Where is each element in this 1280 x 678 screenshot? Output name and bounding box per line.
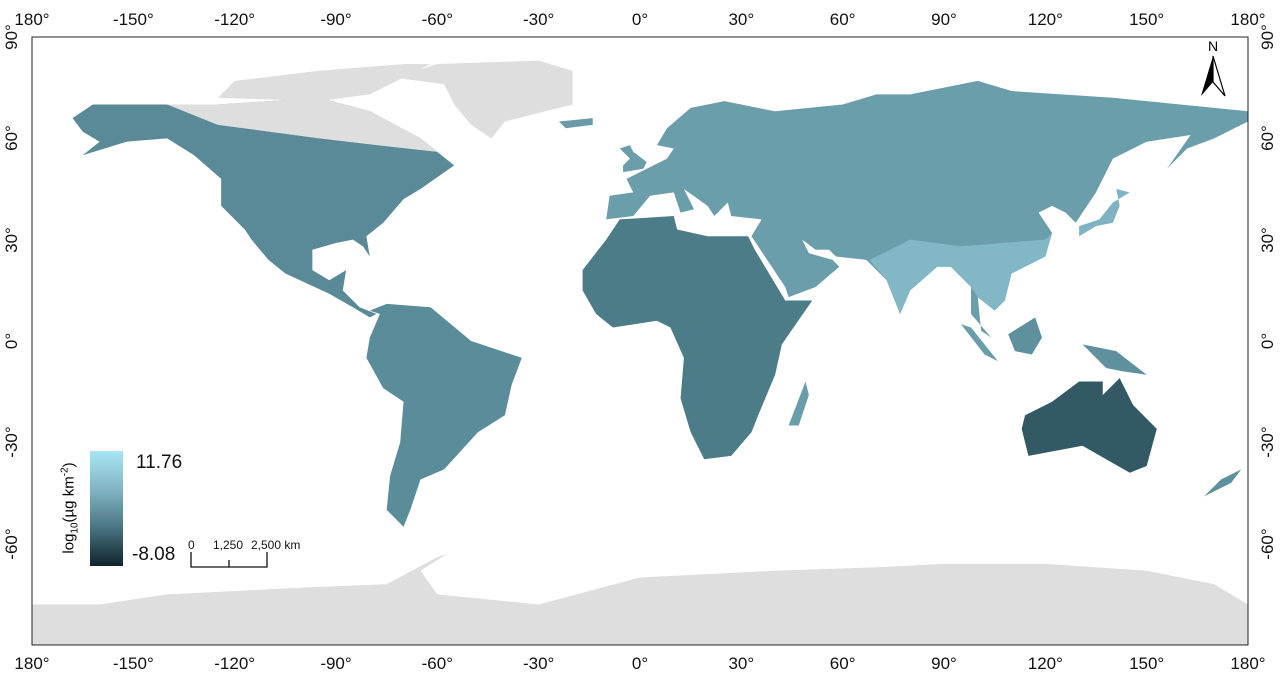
scale-label-2500: 2,500 km	[251, 538, 301, 552]
lat-tick-left: 0°	[2, 332, 21, 350]
legend-max: 11.76	[136, 452, 183, 473]
lon-tick-top: 90°	[931, 10, 957, 29]
lon-tick-bottom: -90°	[320, 654, 352, 673]
lon-tick-bottom: 30°	[728, 654, 755, 673]
lat-tick-right: -30°	[1258, 426, 1277, 459]
lat-tick-left: 30°	[2, 226, 21, 253]
lon-tick-bottom: 120°	[1027, 654, 1063, 673]
lat-tick-right: 30°	[1258, 226, 1277, 253]
legend-title-main: (µg km	[60, 476, 78, 523]
lat-tick-left: -60°	[2, 527, 21, 560]
legend-title: log10(µg km-2)	[60, 462, 81, 553]
lat-tick-left: 90°	[2, 24, 21, 50]
sumatra	[960, 324, 999, 362]
legend-title-end: )	[60, 462, 78, 468]
africa	[582, 216, 813, 460]
lon-tick-top: 180°	[14, 10, 50, 29]
lat-tick-right: 90°	[1258, 24, 1277, 50]
legend-min: -8.08	[132, 544, 176, 565]
lon-tick-top: 120°	[1027, 10, 1063, 29]
legend-title-sub: 10	[69, 522, 81, 534]
north-label: N	[1207, 38, 1219, 54]
northern-canada-no-data	[167, 97, 438, 152]
lon-tick-bottom: 0°	[631, 654, 649, 673]
lon-tick-bottom: -60°	[421, 654, 454, 673]
lon-tick-top: 0°	[631, 10, 649, 29]
lon-tick-top: 180°	[1230, 10, 1266, 29]
scale-label-0: 0	[188, 538, 195, 552]
lon-tick-bottom: -120°	[214, 654, 256, 673]
lon-tick-top: -150°	[112, 10, 154, 29]
lon-tick-bottom: 60°	[829, 654, 856, 673]
japan	[1079, 189, 1130, 237]
lat-tick-left: 60°	[2, 125, 21, 152]
antarctica	[32, 553, 1248, 645]
australia	[1021, 378, 1157, 473]
iceland	[558, 118, 593, 129]
color-legend-bar	[90, 451, 123, 566]
north-america	[72, 97, 455, 318]
lon-tick-bottom: -30°	[522, 654, 555, 673]
lon-tick-top: 150°	[1129, 10, 1165, 29]
borneo	[1008, 317, 1042, 355]
lon-tick-top: -30°	[522, 10, 555, 29]
lon-tick-bottom: -150°	[112, 654, 154, 673]
madagascar	[788, 381, 809, 426]
lon-tick-top: -60°	[421, 10, 454, 29]
lon-tick-bottom: 180°	[14, 654, 50, 673]
new-zealand	[1204, 469, 1242, 497]
lon-tick-top: 30°	[728, 10, 755, 29]
south-america	[366, 303, 522, 527]
new-guinea	[1082, 344, 1147, 375]
lon-tick-bottom: 180°	[1230, 654, 1266, 673]
north-arrow-icon	[1201, 55, 1226, 97]
lat-tick-left: -30°	[2, 426, 21, 459]
legend-title-log: log	[60, 533, 78, 554]
lon-tick-top: -90°	[320, 10, 352, 29]
arctic-archipelago	[217, 64, 431, 102]
scale-bar-line	[190, 552, 268, 568]
south-asia-light	[869, 232, 1053, 314]
lon-tick-bottom: 150°	[1129, 654, 1165, 673]
north-arrow: N	[1196, 38, 1230, 103]
lat-tick-right: 60°	[1258, 125, 1277, 152]
lon-tick-bottom: 90°	[931, 654, 957, 673]
british-isles	[619, 145, 647, 173]
map-frame	[31, 36, 1249, 646]
scale-label-1250: 1,250	[213, 538, 244, 552]
greenland	[393, 60, 573, 139]
lon-tick-top: 60°	[829, 10, 856, 29]
lat-tick-right: -60°	[1258, 527, 1277, 560]
legend-title-sup: -2	[59, 467, 71, 477]
eurasia	[606, 80, 1248, 338]
lat-tick-right: 0°	[1258, 332, 1277, 350]
lon-tick-top: -120°	[214, 10, 256, 29]
